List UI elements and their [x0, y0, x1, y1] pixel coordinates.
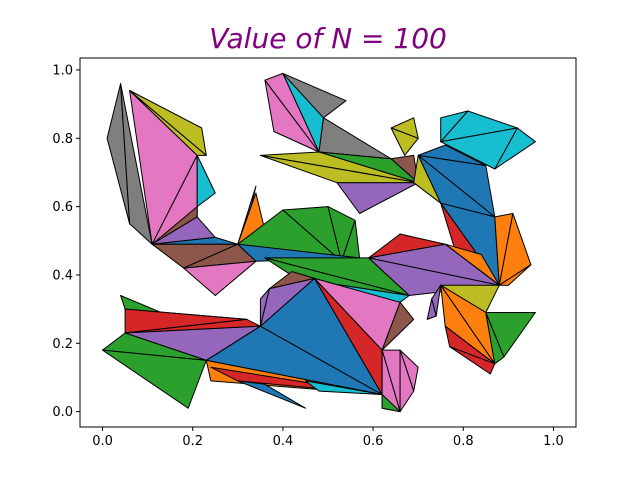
triangle-1	[120, 83, 153, 245]
triangle-40	[413, 154, 442, 204]
triangle-72	[205, 359, 383, 395]
triangle-80	[381, 301, 415, 351]
triangle-59	[449, 346, 496, 375]
plot-area	[102, 72, 536, 413]
triangle-54	[426, 298, 437, 320]
x-tick-label: 0.6	[363, 434, 384, 449]
triangle-75	[305, 380, 383, 395]
y-tick-label: 1.0	[52, 63, 73, 78]
triangle-78	[268, 271, 315, 290]
triangle-28	[336, 182, 419, 214]
triangle-44	[498, 264, 532, 286]
triangle-35	[440, 110, 469, 143]
axes-frame	[79, 57, 577, 428]
y-tick-label: 0.4	[52, 268, 73, 283]
y-tick-label: 0.2	[52, 337, 73, 352]
triangle-5	[129, 90, 207, 156]
triangle-74	[237, 380, 306, 409]
triangle-85	[381, 394, 401, 413]
x-tick-label: 0.4	[273, 434, 294, 449]
chart-title: Value of N = 100	[209, 22, 447, 55]
triangle-6	[196, 154, 216, 208]
x-tick-label: 0.0	[92, 434, 113, 449]
x-tick-label: 0.8	[453, 434, 474, 449]
triangle-83	[399, 349, 415, 413]
triangle-12	[183, 260, 257, 296]
triangle-68	[102, 349, 207, 409]
triangle-77	[259, 288, 270, 327]
triangle-31	[390, 127, 419, 156]
y-tick-label: 0.0	[52, 405, 73, 420]
x-tick-label: 0.2	[182, 434, 203, 449]
triangle-73	[210, 366, 383, 395]
triangle-23	[282, 72, 347, 119]
triangle-34	[494, 127, 536, 170]
x-tick-label: 1.0	[543, 434, 564, 449]
y-tick-label: 0.8	[52, 132, 73, 147]
y-axis: 0.0 0.2 0.4 0.6 0.8 1.0	[52, 63, 80, 420]
y-tick-label: 0.6	[52, 200, 73, 215]
triangle-61	[485, 312, 505, 365]
x-axis: 0.0 0.2 0.4 0.6 0.8 1.0	[92, 427, 564, 449]
